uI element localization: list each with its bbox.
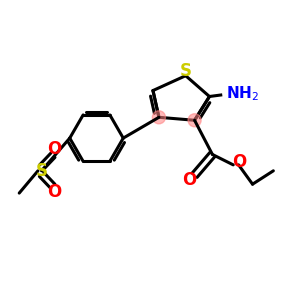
Text: S: S: [180, 62, 192, 80]
Text: S: S: [35, 162, 47, 180]
Text: O: O: [47, 140, 62, 158]
Text: NH$_2$: NH$_2$: [226, 85, 259, 104]
Text: O: O: [182, 171, 196, 189]
Text: O: O: [47, 183, 62, 201]
Circle shape: [188, 114, 201, 127]
Circle shape: [152, 111, 166, 124]
Text: O: O: [232, 153, 246, 171]
